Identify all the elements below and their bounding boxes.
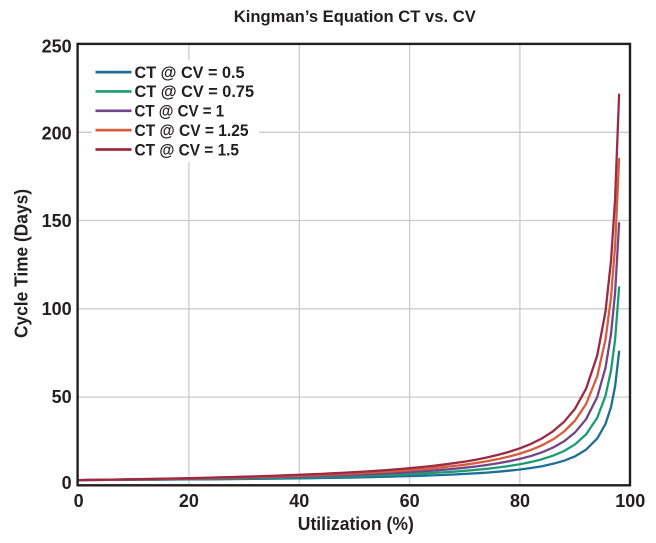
svg-text:Cycle Time (Days): Cycle Time (Days): [12, 189, 32, 338]
svg-text:150: 150: [42, 211, 72, 231]
svg-text:80: 80: [510, 491, 530, 511]
svg-text:CT @ CV = 0.5: CT @ CV = 0.5: [135, 63, 245, 82]
svg-text:Utilization (%): Utilization (%): [298, 514, 414, 534]
svg-text:40: 40: [289, 491, 309, 511]
svg-text:200: 200: [42, 123, 72, 143]
svg-text:CT @ CV = 1: CT @ CV = 1: [135, 102, 225, 121]
svg-text:CT @ CV = 1.25: CT @ CV = 1.25: [135, 121, 249, 140]
svg-text:100: 100: [42, 299, 72, 319]
svg-text:0: 0: [62, 473, 72, 493]
svg-text:50: 50: [52, 387, 72, 407]
svg-text:100: 100: [615, 491, 645, 511]
svg-text:60: 60: [400, 491, 420, 511]
svg-text:CT @ CV = 0.75: CT @ CV = 0.75: [135, 82, 255, 101]
svg-text:CT @ CV = 1.5: CT @ CV = 1.5: [135, 140, 240, 159]
svg-text:250: 250: [42, 37, 72, 57]
svg-text:20: 20: [179, 491, 199, 511]
svg-text:0: 0: [74, 491, 84, 511]
svg-text:Kingman’s Equation CT vs. CV: Kingman’s Equation CT vs. CV: [234, 7, 477, 26]
